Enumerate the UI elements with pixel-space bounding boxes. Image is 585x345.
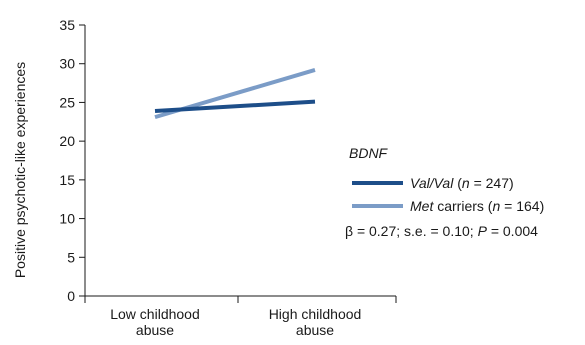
y-axis-title: Positive psychotic-like experiences — [12, 62, 28, 278]
y-tick-label: 30 — [59, 56, 75, 72]
y-tick-label: 35 — [59, 17, 75, 33]
x-tick-label: Low childhood — [110, 306, 200, 322]
series-layer — [154, 67, 316, 120]
x-tick-label: abuse — [296, 322, 334, 338]
legend-label-val-val: Val/Val (n = 247) — [410, 175, 514, 191]
y-tick-label: 25 — [59, 94, 75, 110]
x-tick-label: abuse — [136, 322, 174, 338]
y-tick-label: 5 — [67, 249, 75, 265]
x-tick-label: High childhood — [269, 306, 362, 322]
y-axis: 0 5 10 15 20 25 30 35 — [59, 17, 86, 304]
stats-annotation: β = 0.27; s.e. = 0.10; P = 0.004 — [345, 223, 538, 239]
series-line-val-val — [154, 99, 316, 113]
legend-title: BDNF — [349, 145, 389, 161]
y-tick-label: 0 — [67, 288, 75, 304]
y-tick-label: 20 — [59, 133, 75, 149]
legend-label-met-carriers: Met carriers (n = 164) — [410, 198, 544, 214]
y-tick-label: 15 — [59, 172, 75, 188]
legend: BDNF Val/Val (n = 247) Met carriers (n =… — [345, 145, 544, 239]
y-tick-label: 10 — [59, 211, 75, 227]
